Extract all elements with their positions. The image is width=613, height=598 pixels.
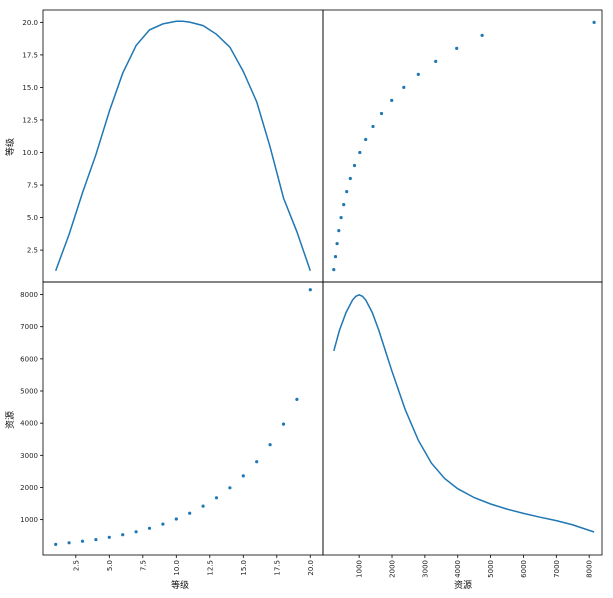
x-axis-level-tick-label: 5.0 [106,560,114,571]
scatter-point-resource-vs-level [455,46,459,51]
scatter-point-resource-vs-level [592,20,596,24]
x-axis-resource-tick-label: 5000 [487,560,495,578]
x-axis-level-tick-label: 7.5 [139,560,147,571]
density-line-level [54,20,312,271]
scatter-point-level-vs-resource [188,511,192,515]
scatter-point-level-vs-resource [308,288,312,292]
scatter-point-level-vs-resource [147,526,152,530]
scatter-point-level-vs-resource [161,522,165,526]
scatter-point-resource-vs-level [345,190,349,194]
y-axis-level-tick-label: 17.5 [22,51,38,59]
x-axis-level-tick-label: 12.5 [206,560,214,576]
y-axis-resource-tick-label: 6000 [20,355,38,363]
x-axis-resource-tick-label: 2000 [389,560,397,578]
x-axis-resource-tick-label: 3000 [421,560,429,578]
x-axis-level-tick-label: 17.5 [273,560,281,576]
scatter-point-resource-vs-level [335,242,339,246]
scatter-point-level-vs-resource [241,474,245,478]
y-axis-resource-tick-label: 1000 [20,516,38,524]
scatter-point-resource-vs-level [480,33,484,38]
scatter-point-level-vs-resource [228,486,232,490]
y-axis-resource-tick-label: 7000 [20,323,38,331]
scatter-point-level-vs-resource [214,496,219,500]
x-axis-level-tick-label: 10.0 [173,560,181,576]
x-axis-label-level: 等级 [171,579,189,591]
scatter-point-level-vs-resource [255,460,259,464]
y-axis-level-tick-label: 15.0 [22,84,38,92]
scatter-point-level-vs-resource [134,530,138,534]
x-axis-level-tick-label: 20.0 [307,560,315,576]
scatter-point-resource-vs-level [390,98,394,102]
scatter-point-resource-vs-level [364,137,368,142]
scatter-point-resource-vs-level [333,255,338,259]
scatter-point-resource-vs-level [402,85,406,89]
scatter-point-level-vs-resource [174,517,178,521]
axis-ticks: 2.5 5.0 7.5 10.0 12.5 15.0 17.5 20.0 1000 2000 300… [20,19,594,578]
scatter-point-level-vs-resource [268,443,272,447]
x-axis-level-tick-label: 2.5 [72,560,80,571]
x-axis-resource-tick-label: 7000 [553,560,561,578]
y-axis-label-level: 等级 [4,138,16,156]
scatter-point-level-vs-resource [107,535,111,539]
y-axis-level-tick-label: 2.5 [27,247,38,255]
scatter-point-resource-vs-level [358,150,362,155]
axis-labels: 等级 资源 等级 资源 [4,138,472,591]
y-axis-resource-tick-label: 8000 [20,291,38,299]
scatter-point-resource-vs-level [371,124,375,129]
x-axis-resource-tick-label: 1000 [356,560,364,578]
panel-frames [42,9,603,556]
y-axis-resource-tick-label: 5000 [20,388,38,396]
y-axis-level-tick-label: 10.0 [22,149,38,157]
scatter-point-resource-vs-level [342,203,346,207]
x-axis-resource-tick-label: 4000 [454,560,462,578]
y-axis-resource-tick-label: 2000 [20,484,38,492]
density-line-resource [333,293,595,533]
scatter-point-resource-vs-level [352,163,357,168]
scatter-point-level-vs-resource [94,538,98,542]
x-axis-label-resource: 资源 [454,580,472,591]
y-axis-level-tick-label: 12.5 [22,116,38,124]
scatter-point-resource-vs-level [379,111,384,116]
scatter-point-level-vs-resource [281,422,286,426]
y-axis-level-tick-label: 20.0 [22,19,38,27]
data-marks [54,20,596,547]
scatter-point-level-vs-resource [121,533,125,537]
scatter-point-resource-vs-level [337,229,341,233]
scatter-point-resource-vs-level [339,216,343,220]
scatter-point-level-vs-resource [80,539,85,543]
scatter-point-resource-vs-level [416,72,420,76]
scatter-point-level-vs-resource [67,541,71,545]
scatter-point-resource-vs-level [348,176,352,181]
panel-frame-01 [322,9,603,283]
scatter-point-level-vs-resource [295,397,299,401]
x-axis-level-tick-label: 15.0 [240,560,248,576]
scatter-point-level-vs-resource [54,542,58,547]
x-axis-resource-tick-label: 8000 [586,560,594,578]
scatter-point-resource-vs-level [332,268,336,272]
y-axis-resource-tick-label: 3000 [20,452,38,460]
x-axis-resource-tick-label: 6000 [520,560,528,578]
y-axis-resource-tick-label: 4000 [20,420,38,428]
y-axis-level-tick-label: 5.0 [27,214,38,222]
y-axis-label-resource: 资源 [5,411,16,429]
scatter-point-resource-vs-level [434,59,438,64]
y-axis-level-tick-label: 7.5 [27,182,38,190]
scatter-point-level-vs-resource [201,504,205,508]
